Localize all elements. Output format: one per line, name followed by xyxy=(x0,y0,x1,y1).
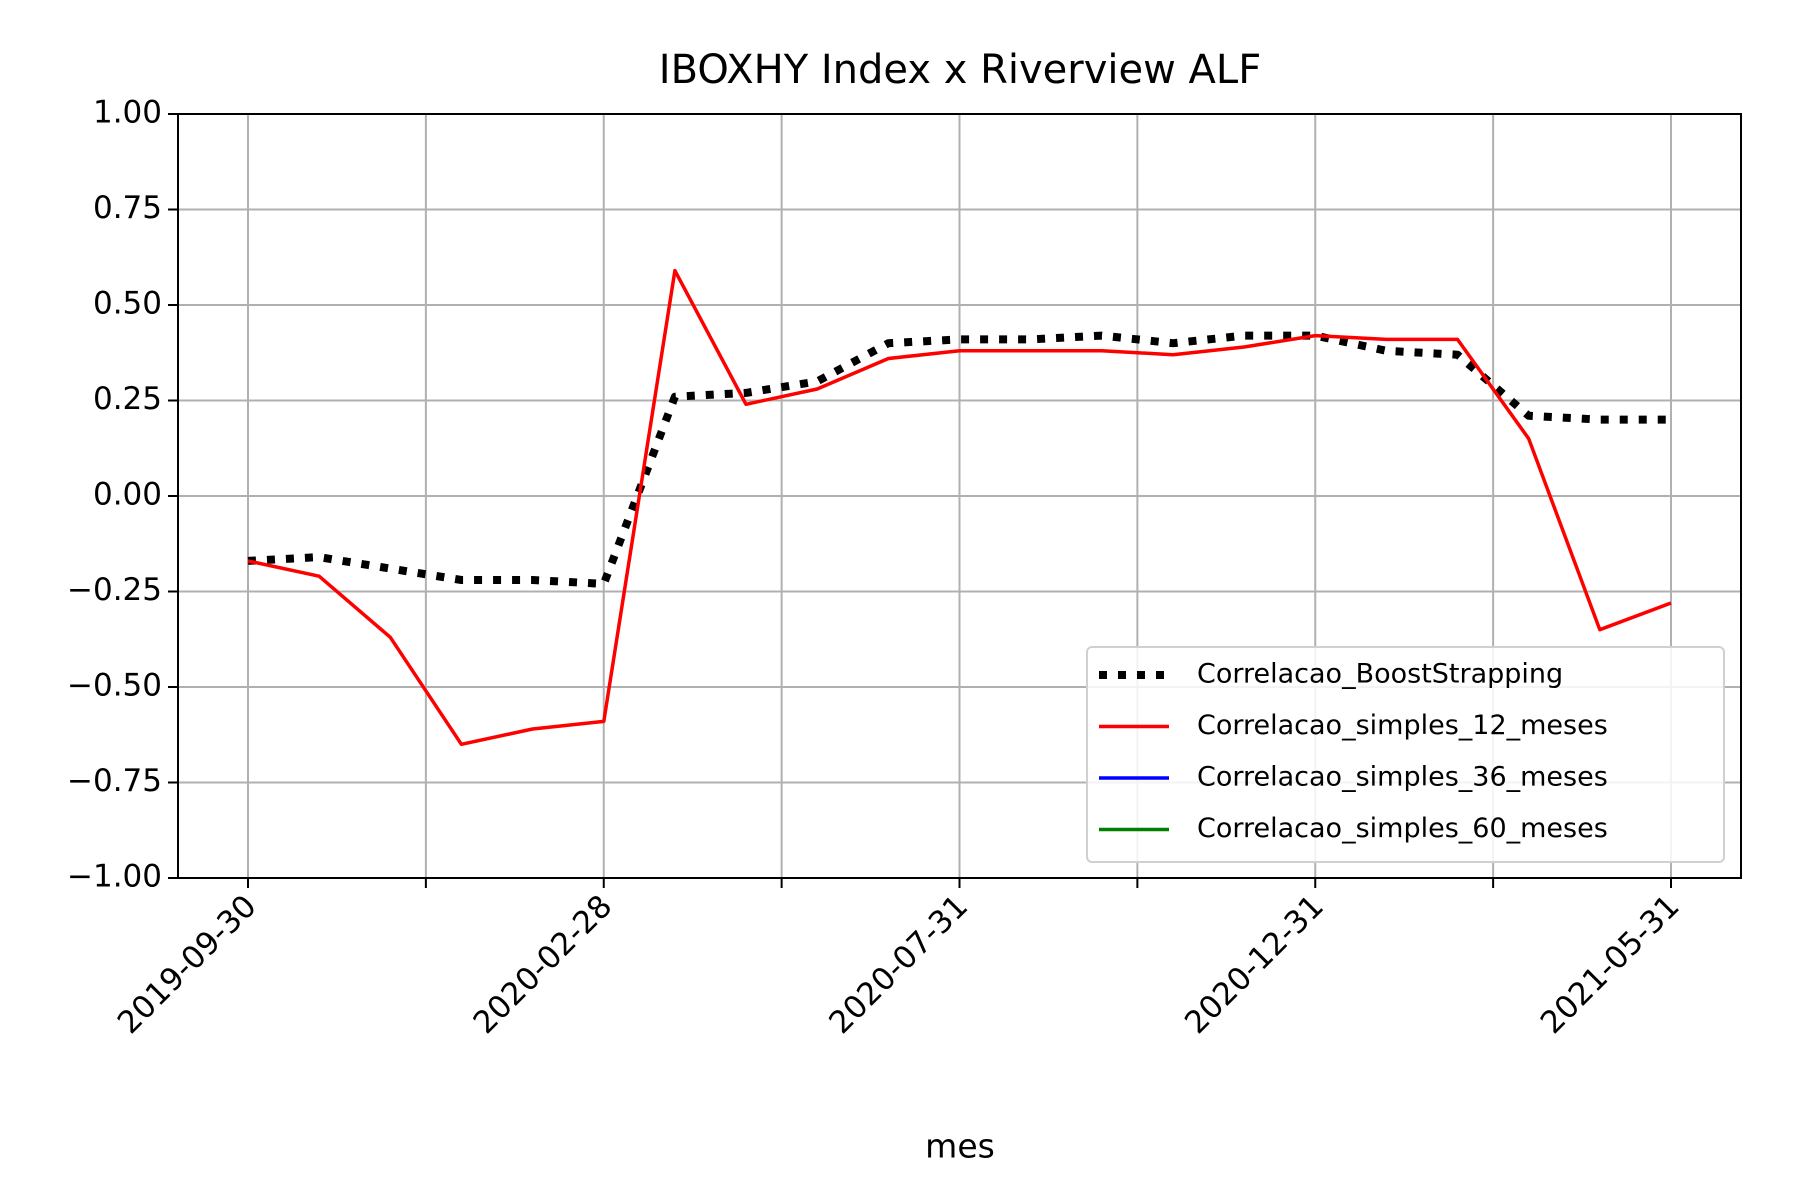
legend-label: Correlacao_simples_36_meses xyxy=(1197,762,1608,793)
legend-label: Correlacao_BoostStrapping xyxy=(1197,659,1563,690)
x-axis-label: mes xyxy=(925,1127,995,1166)
legend-box xyxy=(1086,646,1725,863)
series-line xyxy=(247,268,1672,747)
x-tick-label: 2021-05-31 xyxy=(1534,888,1687,1041)
y-tick-label: 0.25 xyxy=(93,381,162,417)
y-tick-label: −0.25 xyxy=(67,572,162,608)
x-tick-label: 2020-02-28 xyxy=(467,888,620,1041)
y-tick-label: −1.00 xyxy=(67,859,162,895)
y-tick-label: 0.00 xyxy=(93,477,162,513)
x-tick-label: 2019-09-30 xyxy=(111,888,264,1041)
legend-label: Correlacao_simples_60_meses xyxy=(1197,813,1608,844)
y-tick-label: −0.50 xyxy=(67,668,162,704)
y-tick-label: 1.00 xyxy=(93,95,162,131)
legend-label: Correlacao_simples_12_meses xyxy=(1197,710,1608,741)
y-tick-label: −0.75 xyxy=(67,763,162,799)
chart-title: IBOXHY Index x Riverview ALF xyxy=(659,47,1261,93)
plot-frame xyxy=(177,113,1742,879)
series-line xyxy=(247,331,1671,588)
x-tick-label: 2020-12-31 xyxy=(1178,888,1331,1041)
y-tick-label: 0.50 xyxy=(93,286,162,322)
y-tick-label: 0.75 xyxy=(93,190,162,226)
x-tick-label: 2020-07-31 xyxy=(822,888,975,1041)
